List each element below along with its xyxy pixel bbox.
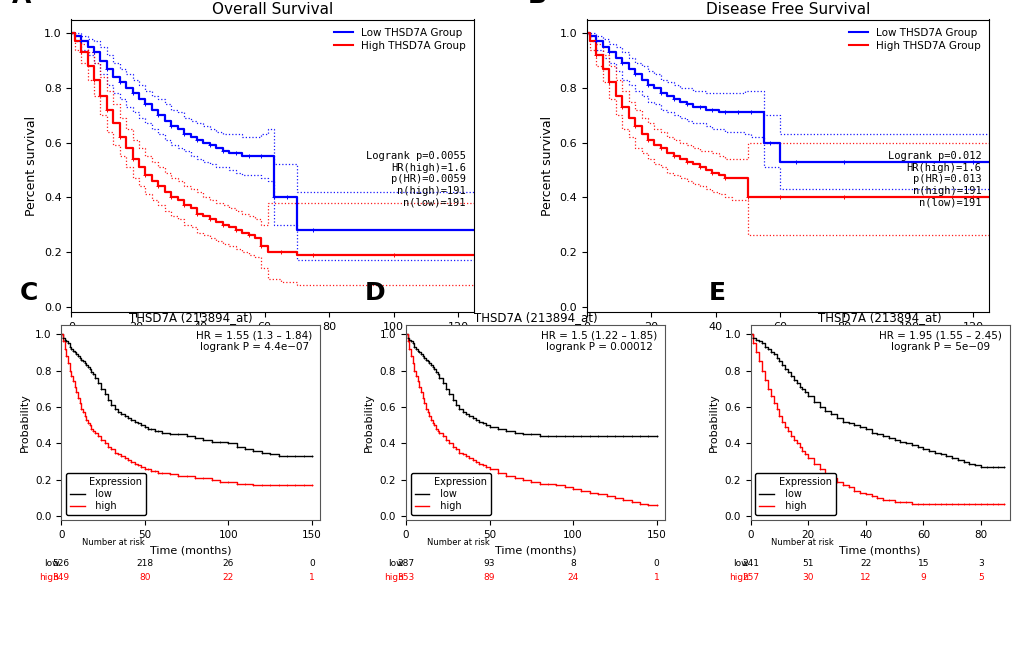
Y-axis label: Percent survival: Percent survival [25, 116, 39, 216]
Text: low: low [44, 559, 59, 568]
Text: Number at risk: Number at risk [770, 538, 834, 547]
Text: 218: 218 [137, 559, 153, 568]
Text: D: D [364, 281, 385, 306]
Text: 1: 1 [653, 573, 659, 582]
Title: THSD7A (213894_at): THSD7A (213894_at) [817, 311, 942, 324]
Legend: Expression,   low,   high: Expression, low, high [66, 473, 146, 515]
Y-axis label: Percent survival: Percent survival [540, 116, 553, 216]
Text: 51: 51 [802, 559, 813, 568]
Title: Overall Survival: Overall Survival [212, 2, 333, 17]
Text: 24: 24 [567, 573, 578, 582]
Text: Number at risk: Number at risk [82, 538, 145, 547]
Text: high: high [40, 573, 59, 582]
Text: 15: 15 [917, 559, 928, 568]
Text: 89: 89 [483, 573, 495, 582]
Text: A: A [12, 0, 32, 8]
Text: 8: 8 [570, 559, 576, 568]
Text: 241: 241 [742, 559, 758, 568]
Text: 12: 12 [859, 573, 870, 582]
Text: HR = 1.55 (1.3 – 1.84)
logrank P = 4.4e−07: HR = 1.55 (1.3 – 1.84) logrank P = 4.4e−… [197, 331, 312, 352]
Title: THSD7A (213894_at): THSD7A (213894_at) [473, 311, 597, 324]
Text: 22: 22 [222, 573, 233, 582]
Text: 22: 22 [859, 559, 870, 568]
X-axis label: Time (months): Time (months) [839, 545, 920, 555]
Text: 0: 0 [309, 559, 315, 568]
Legend: Expression,   low,   high: Expression, low, high [411, 473, 490, 515]
Text: low: low [733, 559, 748, 568]
Text: 1: 1 [309, 573, 315, 582]
Text: 349: 349 [53, 573, 69, 582]
Text: 287: 287 [397, 559, 414, 568]
Text: E: E [708, 281, 726, 306]
Text: B: B [527, 0, 546, 8]
Text: 26: 26 [222, 559, 234, 568]
Legend: Low THSD7A Group, High THSD7A Group: Low THSD7A Group, High THSD7A Group [330, 25, 469, 54]
Text: Logrank p=0.0055
HR(high)=1.6
p(HR)=0.0059
n(high)=191
n(low)=191: Logrank p=0.0055 HR(high)=1.6 p(HR)=0.00… [366, 151, 466, 207]
Text: C: C [19, 281, 38, 306]
Text: 526: 526 [53, 559, 69, 568]
Text: 5: 5 [977, 573, 983, 582]
Legend: Low THSD7A Group, High THSD7A Group: Low THSD7A Group, High THSD7A Group [846, 25, 983, 54]
Text: 9: 9 [919, 573, 925, 582]
Text: low: low [388, 559, 404, 568]
X-axis label: Time (months): Time (months) [150, 545, 231, 555]
Text: HR = 1.5 (1.22 – 1.85)
logrank P = 0.00012: HR = 1.5 (1.22 – 1.85) logrank P = 0.000… [540, 331, 656, 352]
Legend: Expression,   low,   high: Expression, low, high [755, 473, 835, 515]
Text: 353: 353 [396, 573, 414, 582]
Title: THSD7A (213894_at): THSD7A (213894_at) [128, 311, 253, 324]
Y-axis label: Probability: Probability [364, 393, 374, 452]
X-axis label: Months: Months [250, 337, 296, 350]
Text: 257: 257 [742, 573, 758, 582]
Text: Number at risk: Number at risk [426, 538, 489, 547]
X-axis label: Months: Months [764, 337, 810, 350]
Text: high: high [383, 573, 404, 582]
X-axis label: Time (months): Time (months) [494, 545, 576, 555]
Text: 3: 3 [977, 559, 983, 568]
Text: 93: 93 [483, 559, 495, 568]
Text: 0: 0 [653, 559, 659, 568]
Text: 80: 80 [139, 573, 151, 582]
Text: 30: 30 [802, 573, 813, 582]
Text: Logrank p=0.012
HR(high)=1.6
p(HR)=0.013
n(high)=191
n(low)=191: Logrank p=0.012 HR(high)=1.6 p(HR)=0.013… [887, 151, 980, 207]
Title: Disease Free Survival: Disease Free Survival [705, 2, 869, 17]
Text: high: high [728, 573, 748, 582]
Y-axis label: Probability: Probability [708, 393, 718, 452]
Y-axis label: Probability: Probability [19, 393, 30, 452]
Text: HR = 1.95 (1.55 – 2.45)
logrank P = 5e−09: HR = 1.95 (1.55 – 2.45) logrank P = 5e−0… [878, 331, 1001, 352]
